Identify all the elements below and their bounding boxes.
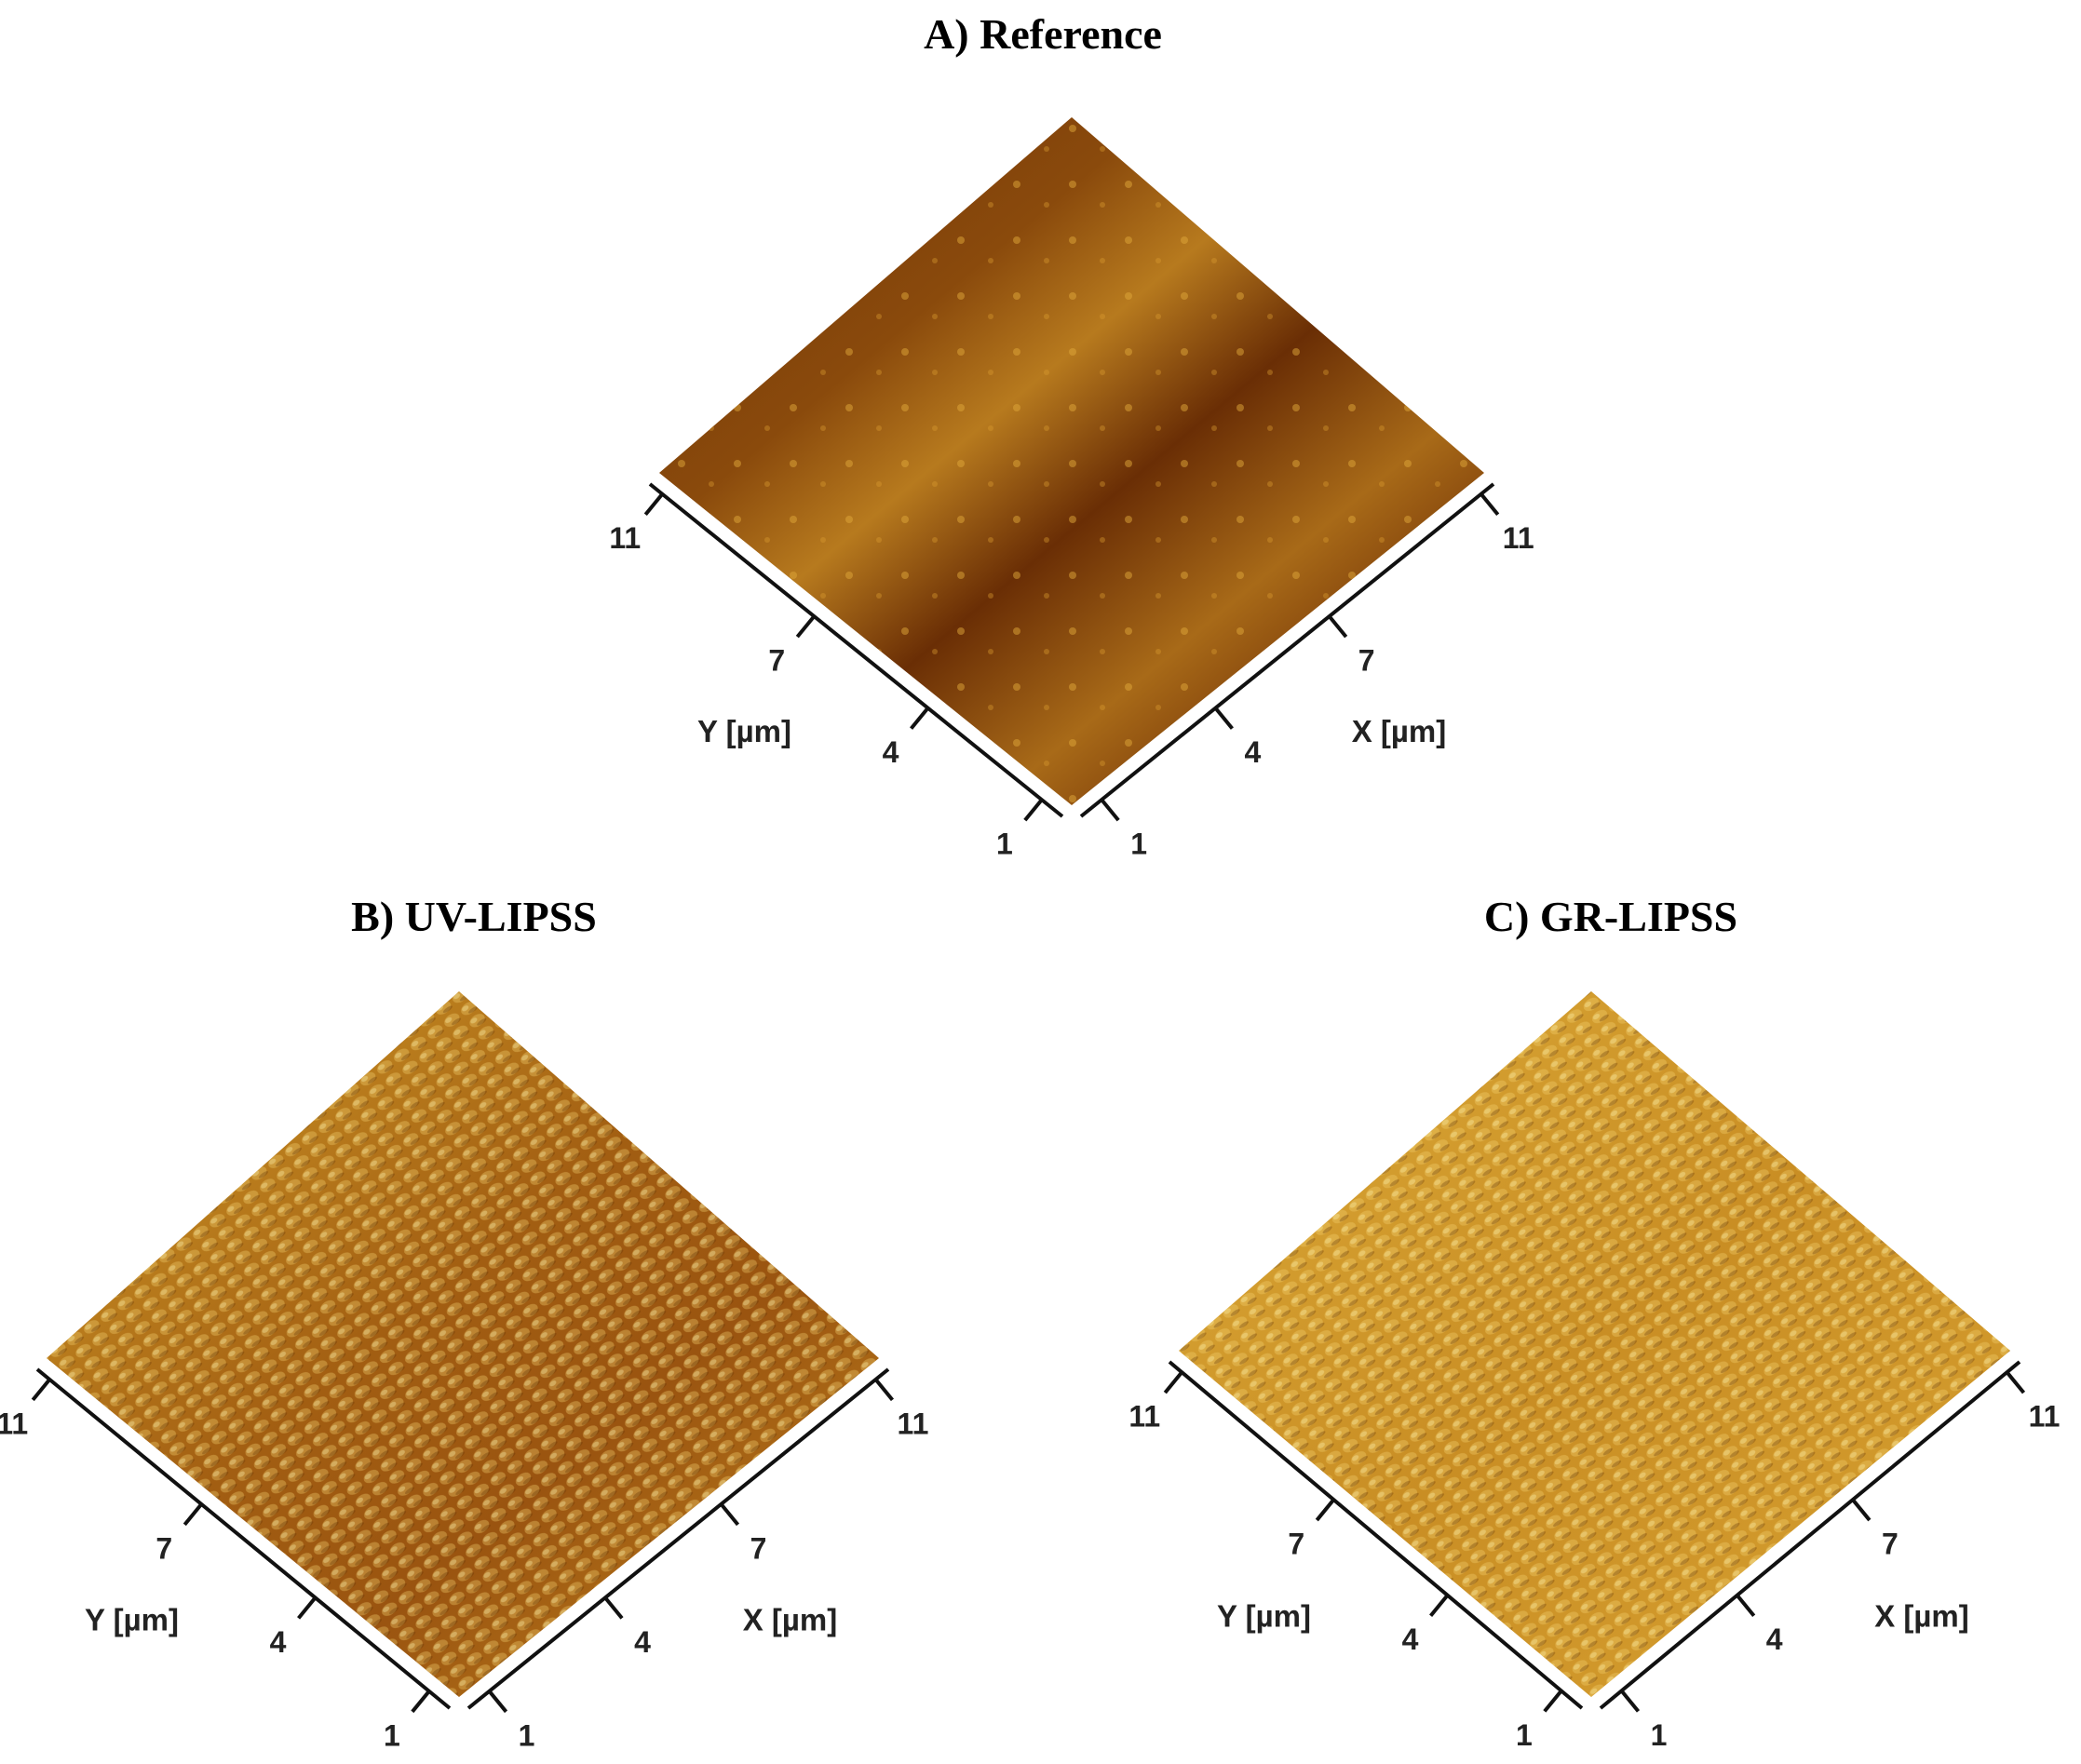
tick-mark — [719, 1502, 740, 1527]
x-tick-label: 7 — [750, 1531, 767, 1565]
y-tick-label: 11 — [609, 521, 641, 555]
panel-title: C) GR-LIPSS — [1484, 893, 1737, 940]
tick-mark — [1619, 1690, 1641, 1713]
tick-mark — [488, 1690, 508, 1714]
tick-mark — [1163, 1370, 1183, 1394]
x-axis-line — [1079, 482, 1495, 818]
y-tick-label: 4 — [270, 1625, 287, 1659]
y-tick-label: 7 — [1288, 1528, 1304, 1561]
y-tick-label: 7 — [768, 644, 785, 678]
tick-mark — [297, 1596, 318, 1620]
tick-mark — [1213, 707, 1234, 730]
tick-mark — [1736, 1594, 1756, 1617]
panel-title: A) Reference — [924, 10, 1162, 58]
x-tick-label: 1 — [519, 1718, 535, 1752]
tick-mark — [2005, 1370, 2026, 1394]
tick-mark — [1480, 492, 1500, 516]
x-tick-label: 11 — [1503, 521, 1534, 555]
x-tick-label: 4 — [634, 1625, 651, 1659]
tick-mark — [910, 707, 930, 730]
tick-mark — [1023, 798, 1044, 822]
afm-texture — [659, 117, 1484, 805]
x-axis-line — [1599, 1360, 2021, 1710]
y-tick-label: 4 — [1402, 1623, 1419, 1656]
x-tick-label: 7 — [1358, 644, 1375, 678]
tick-mark — [1851, 1498, 1872, 1522]
y-axis-line — [648, 482, 1064, 818]
tick-mark — [1429, 1594, 1450, 1617]
x-axis-label: X [µm] — [1874, 1599, 1969, 1634]
tick-mark — [411, 1690, 431, 1714]
y-tick-label: 7 — [155, 1531, 172, 1565]
x-tick-label: 11 — [2029, 1400, 2061, 1434]
tick-mark — [603, 1596, 624, 1620]
y-tick-label: 11 — [1128, 1400, 1160, 1434]
y-tick-label: 1 — [1516, 1718, 1533, 1752]
x-axis-line — [466, 1367, 890, 1710]
y-tick-label: 1 — [996, 828, 1013, 861]
tick-mark — [1315, 1498, 1335, 1522]
y-tick-label: 11 — [0, 1407, 28, 1440]
y-axis-line — [1168, 1360, 1584, 1710]
tick-mark — [873, 1378, 895, 1402]
panel-title: B) UV-LIPSS — [351, 893, 597, 940]
tick-mark — [1100, 798, 1120, 822]
x-tick-label: 1 — [1651, 1718, 1668, 1752]
x-tick-label: 4 — [1766, 1623, 1783, 1656]
x-tick-label: 1 — [1130, 828, 1147, 861]
y-tick-label: 4 — [883, 735, 899, 769]
tick-mark — [795, 614, 816, 639]
y-axis-label: Y [µm] — [85, 1603, 179, 1637]
tick-mark — [643, 492, 664, 516]
afm-texture — [47, 991, 879, 1697]
y-tick-label: 1 — [384, 1718, 400, 1752]
y-axis-line — [35, 1367, 452, 1710]
tick-mark — [1543, 1690, 1563, 1713]
y-axis-label: Y [µm] — [697, 714, 791, 748]
tick-mark — [31, 1378, 51, 1402]
y-axis-label: Y [µm] — [1217, 1599, 1311, 1634]
afm-texture — [1179, 991, 2010, 1697]
tick-mark — [1328, 614, 1348, 639]
x-tick-label: 4 — [1245, 735, 1262, 769]
x-axis-label: X [µm] — [1352, 714, 1447, 748]
x-tick-label: 11 — [898, 1407, 929, 1440]
x-axis-label: X [µm] — [743, 1603, 838, 1637]
x-tick-label: 7 — [1882, 1528, 1899, 1561]
tick-mark — [182, 1502, 203, 1527]
